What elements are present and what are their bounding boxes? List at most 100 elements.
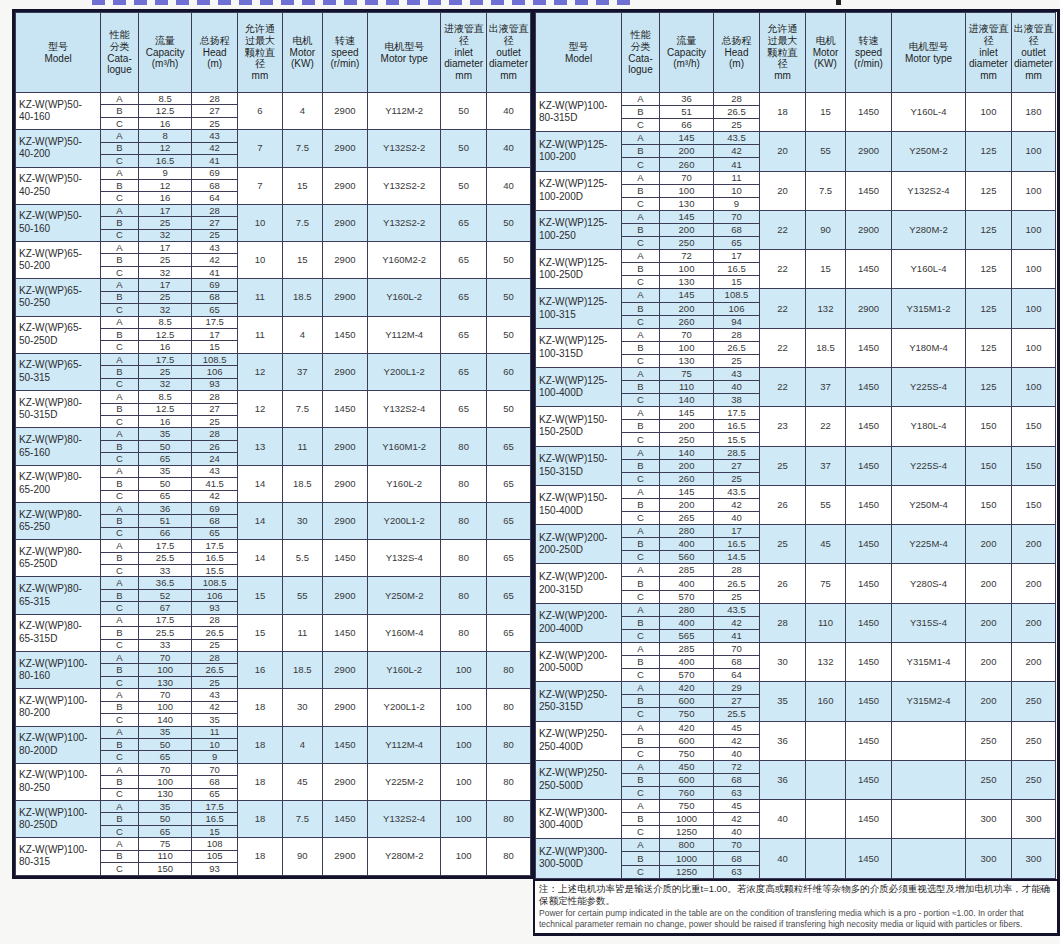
col-header-line: Motor type: [892, 53, 965, 65]
head-cell: 43: [714, 367, 760, 380]
col-header-line: 电机: [283, 35, 322, 47]
model-cell: KZ-W(WP)250-250-500D: [536, 760, 622, 799]
catalogue-cell: C: [101, 192, 139, 204]
model-text-line: KZ-W(WP)125-: [539, 296, 620, 309]
particle-size-cell: 22: [760, 367, 806, 406]
col-header-line: logue: [101, 64, 138, 76]
head-cell: 43.5: [714, 132, 760, 145]
motor-power-cell: 15: [283, 167, 323, 204]
motor-type-cell: Y160L-2: [368, 651, 441, 688]
spec-row: KZ-W(WP)250-250-400DA42045361450250250: [536, 721, 1056, 734]
inlet-diameter-cell: 50: [441, 167, 487, 204]
motor-power-cell: 55: [806, 132, 846, 171]
model-text-line: KZ-W(WP)50-: [19, 99, 99, 112]
particle-size-cell: 18: [237, 726, 282, 763]
motor-power-cell: 15: [806, 93, 846, 132]
capacity-cell: 66: [660, 119, 714, 132]
col-header-outlet: 出液管直径outletdiametermm: [487, 13, 531, 93]
catalogue-cell: C: [101, 565, 139, 577]
head-cell: 70: [714, 839, 760, 852]
motor-type-cell: Y250M-4: [892, 485, 966, 524]
model-text-line: 80-315: [19, 856, 99, 869]
outlet-diameter-cell: 300: [1012, 839, 1056, 878]
catalogue-cell: B: [101, 142, 139, 154]
head-cell: 15: [192, 825, 237, 837]
model-text-line: 200-250D: [539, 544, 620, 557]
capacity-cell: 17: [138, 279, 192, 291]
head-cell: 68: [714, 852, 760, 865]
col-header-line: Motor: [283, 47, 322, 59]
motor-power-cell: 90: [806, 210, 846, 249]
head-cell: 26.5: [192, 664, 237, 676]
catalogue-cell: B: [622, 616, 660, 629]
speed-cell: 1450: [846, 603, 892, 642]
capacity-cell: 565: [660, 629, 714, 642]
catalogue-cell: A: [101, 540, 139, 552]
catalogue-cell: B: [622, 223, 660, 236]
particle-size-cell: 20: [760, 171, 806, 210]
catalogue-cell: B: [622, 459, 660, 472]
pump-spec-table-left: 型号Model性能分类Cata-logue流量Capacity(m³/h)总扬程…: [15, 12, 531, 876]
inlet-diameter-cell: 50: [441, 93, 487, 130]
inlet-diameter-cell: 150: [966, 446, 1012, 485]
catalogue-cell: C: [622, 826, 660, 839]
inlet-diameter-cell: 125: [966, 328, 1012, 367]
catalogue-cell: A: [101, 93, 139, 105]
inlet-diameter-cell: 125: [966, 210, 1012, 249]
col-header-line: Motor: [806, 47, 845, 59]
capacity-cell: 32: [138, 304, 192, 316]
speed-cell: 1450: [846, 93, 892, 132]
inlet-diameter-cell: 100: [441, 651, 487, 688]
outlet-diameter-cell: 40: [487, 93, 531, 130]
head-cell: 69: [192, 279, 237, 291]
model-text-line: 150-250D: [539, 426, 620, 439]
speed-cell: 1450: [846, 642, 892, 681]
speed-cell: 1450: [846, 839, 892, 878]
outlet-diameter-cell: 100: [1012, 210, 1056, 249]
capacity-cell: 8.5: [138, 93, 192, 105]
capacity-cell: 16: [138, 117, 192, 129]
inlet-diameter-cell: 65: [441, 353, 487, 390]
catalogue-cell: A: [622, 642, 660, 655]
outlet-diameter-cell: 100: [1012, 171, 1056, 210]
head-cell: 105: [192, 850, 237, 862]
speed-cell: 1450: [322, 316, 368, 353]
particle-size-cell: 15: [237, 577, 282, 614]
head-cell: 106: [192, 589, 237, 601]
catalogue-cell: A: [622, 839, 660, 852]
head-cell: 26.5: [714, 341, 760, 354]
capacity-cell: 33: [138, 565, 192, 577]
catalogue-cell: B: [101, 776, 139, 788]
capacity-cell: 145: [660, 132, 714, 145]
col-header-line: 颗粒直: [760, 47, 805, 59]
model-text-line: KZ-W(WP)125-: [539, 178, 620, 191]
outlet-diameter-cell: 300: [1012, 800, 1056, 839]
model-text-line: 100-200: [539, 151, 620, 164]
speed-cell: 2900: [322, 465, 368, 502]
head-cell: 25: [192, 117, 237, 129]
catalogue-cell: B: [622, 302, 660, 315]
particle-size-cell: 6: [237, 93, 282, 130]
motor-power-cell: 18.5: [806, 328, 846, 367]
head-cell: 41: [714, 629, 760, 642]
col-header-line: 电机型号: [892, 41, 965, 53]
motor-type-cell: Y200L1-2: [368, 689, 441, 726]
head-cell: 27: [192, 403, 237, 415]
model-text-line: KZ-W(WP)80-: [19, 509, 99, 522]
spec-row: KZ-W(WP)125-100-200DA7011207.51450Y132S2…: [536, 171, 1056, 184]
catalogue-cell: C: [101, 825, 139, 837]
col-header-line: mm: [760, 70, 805, 82]
head-cell: 93: [192, 863, 237, 875]
col-header-line: 允许通: [238, 23, 282, 35]
motor-type-cell: Y132S2-2: [368, 167, 441, 204]
capacity-cell: 70: [660, 171, 714, 184]
head-cell: 25.5: [714, 708, 760, 721]
particle-size-cell: 14: [237, 540, 282, 577]
model-text-line: KZ-W(WP)100-: [539, 100, 620, 113]
outlet-diameter-cell: 80: [487, 763, 531, 800]
catalogue-cell: B: [101, 329, 139, 341]
outlet-diameter-cell: 65: [487, 540, 531, 577]
spec-row: KZ-W(WP)150-150-315DA14028.525371450Y225…: [536, 446, 1056, 459]
catalogue-cell: A: [101, 204, 139, 216]
head-cell: 93: [192, 602, 237, 614]
